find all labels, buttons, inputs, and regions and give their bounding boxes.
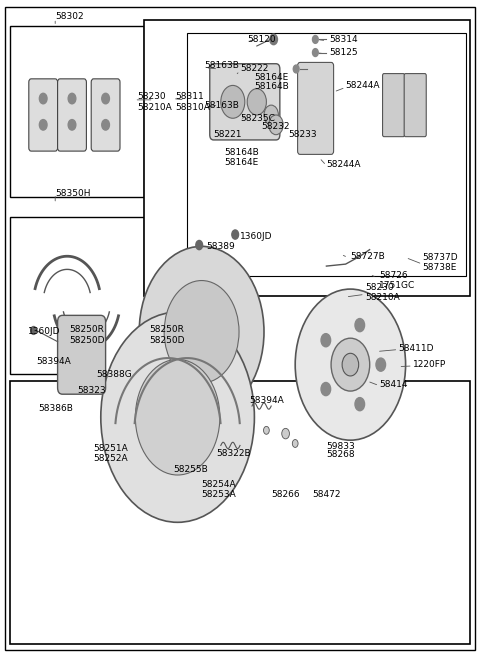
Text: 1751GC: 1751GC [379, 281, 416, 290]
Circle shape [293, 65, 299, 73]
Circle shape [376, 358, 385, 371]
Text: 58164E: 58164E [254, 73, 288, 82]
Circle shape [269, 115, 283, 135]
Bar [10, 381, 470, 644]
Text: 58472: 58472 [312, 489, 340, 499]
Text: 1360JD: 1360JD [28, 327, 60, 336]
FancyBboxPatch shape [298, 62, 334, 154]
FancyBboxPatch shape [29, 79, 58, 151]
Circle shape [295, 289, 406, 440]
Circle shape [342, 353, 359, 376]
Circle shape [31, 327, 36, 334]
Text: 58254A
58253A: 58254A 58253A [202, 480, 236, 499]
Text: 58120: 58120 [247, 35, 276, 44]
Bar [10, 26, 144, 197]
Text: 58386B: 58386B [38, 404, 73, 413]
Circle shape [312, 35, 318, 43]
Text: 58244A: 58244A [346, 81, 380, 90]
Text: 58251A
58252A: 58251A 58252A [94, 443, 128, 463]
Circle shape [331, 338, 370, 391]
Circle shape [102, 120, 109, 130]
Text: 59833: 59833 [326, 442, 355, 451]
Circle shape [312, 49, 318, 57]
Circle shape [68, 120, 76, 130]
Text: 58322B: 58322B [216, 449, 251, 458]
Text: 58726: 58726 [379, 271, 408, 281]
FancyBboxPatch shape [404, 74, 426, 137]
Circle shape [164, 281, 239, 383]
FancyBboxPatch shape [58, 315, 106, 394]
Circle shape [135, 359, 220, 475]
Text: 58266: 58266 [271, 489, 300, 499]
Circle shape [196, 240, 203, 250]
Circle shape [102, 93, 109, 104]
Text: 58163B: 58163B [204, 61, 239, 70]
Text: 58125: 58125 [329, 48, 358, 57]
Circle shape [101, 312, 254, 522]
FancyBboxPatch shape [210, 64, 280, 140]
Circle shape [321, 334, 331, 347]
Text: 58230
58210A: 58230 58210A [137, 92, 171, 112]
Circle shape [247, 89, 266, 115]
Text: 58314: 58314 [329, 35, 358, 44]
Circle shape [39, 120, 47, 130]
Circle shape [292, 440, 298, 447]
Bar [10, 217, 144, 374]
Text: 58164B
58164E: 58164B 58164E [225, 148, 259, 168]
Text: 58232: 58232 [262, 122, 290, 131]
FancyBboxPatch shape [58, 79, 86, 151]
Text: 58388G: 58388G [96, 370, 132, 379]
Circle shape [39, 93, 47, 104]
Text: 58389: 58389 [206, 242, 235, 251]
Bar [144, 20, 470, 296]
Text: 58411D: 58411D [398, 344, 434, 353]
Circle shape [270, 34, 277, 45]
Text: 1360JD: 1360JD [240, 232, 273, 241]
Text: 58350H: 58350H [55, 189, 91, 198]
Text: 58221: 58221 [214, 130, 242, 139]
Circle shape [321, 382, 331, 396]
Bar [187, 33, 466, 276]
Text: 58250R
58250D: 58250R 58250D [149, 325, 184, 345]
Text: 58164B: 58164B [254, 82, 289, 91]
Circle shape [68, 93, 76, 104]
Text: 58323: 58323 [77, 386, 106, 396]
Text: 58244A: 58244A [326, 160, 361, 169]
Text: 58235C: 58235C [240, 114, 275, 123]
Circle shape [264, 105, 278, 125]
Circle shape [264, 426, 269, 434]
Text: 58414: 58414 [379, 380, 408, 389]
Text: 1220FP: 1220FP [413, 360, 446, 369]
Circle shape [355, 319, 365, 332]
Text: 58250R
58250D: 58250R 58250D [70, 325, 105, 345]
Text: 58394A: 58394A [250, 396, 284, 405]
Circle shape [221, 85, 245, 118]
Text: 58394A: 58394A [36, 357, 71, 366]
Circle shape [282, 428, 289, 439]
Text: 58255B: 58255B [173, 465, 207, 474]
Text: 58727B: 58727B [350, 252, 385, 261]
Text: 58163B: 58163B [204, 101, 239, 110]
FancyBboxPatch shape [383, 74, 405, 137]
FancyBboxPatch shape [91, 79, 120, 151]
Text: 58737D
58738E: 58737D 58738E [422, 253, 458, 273]
Text: 58222: 58222 [240, 64, 268, 74]
Circle shape [139, 246, 264, 417]
Text: 58230
58210A: 58230 58210A [365, 283, 399, 302]
Text: 58302: 58302 [55, 12, 84, 21]
Circle shape [355, 397, 365, 411]
Text: 58311
58310A: 58311 58310A [175, 92, 210, 112]
Text: 58233: 58233 [288, 130, 317, 139]
Text: 58268: 58268 [326, 450, 355, 459]
Circle shape [232, 230, 239, 239]
